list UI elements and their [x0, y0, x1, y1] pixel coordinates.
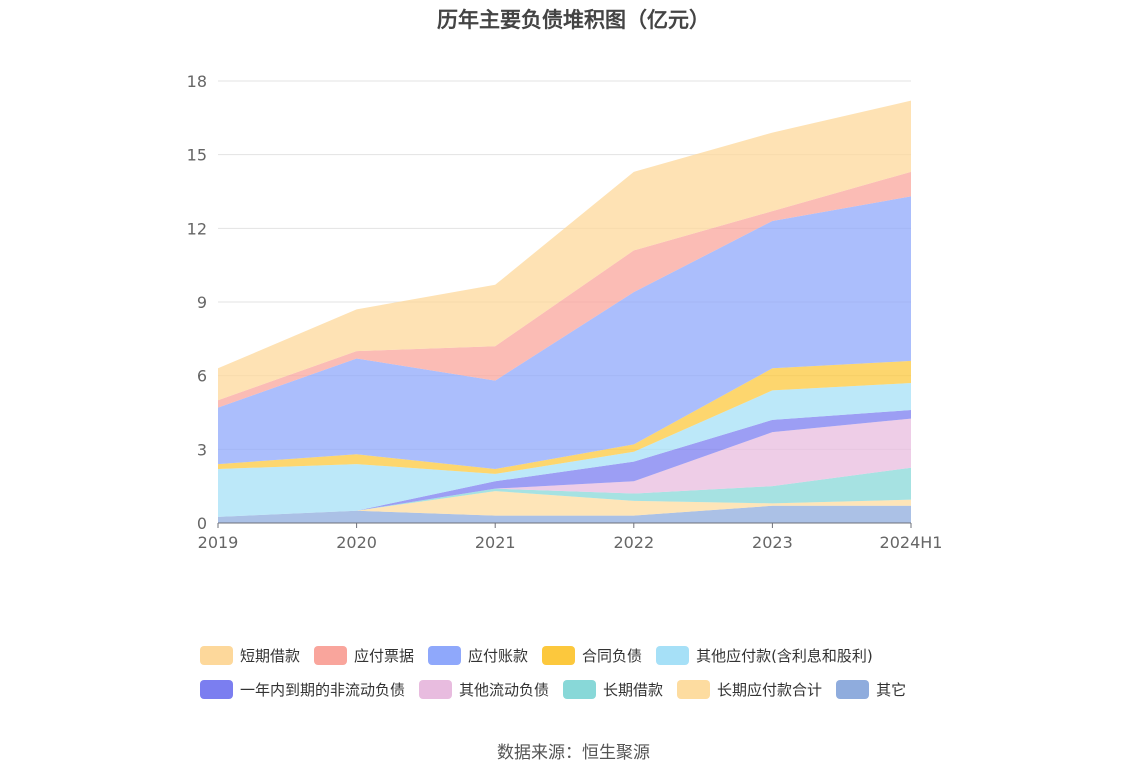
- legend-label: 其它: [876, 680, 907, 699]
- legend-item-other-payables[interactable]: 其他应付款(含利息和股利): [656, 645, 873, 666]
- legend-label: 短期借款: [240, 646, 301, 665]
- legend-label: 其他流动负债: [459, 680, 550, 699]
- area-series: [218, 196, 911, 469]
- area-series: [218, 360, 911, 474]
- legend-item-long-term-loans[interactable]: 长期借款: [563, 679, 663, 700]
- legend-item-contract-liabilities[interactable]: 合同负债: [542, 645, 642, 666]
- legend-item-long-term-payables[interactable]: 长期应付款合计: [677, 679, 822, 700]
- legend-label: 其他应付款(含利息和股利): [696, 646, 873, 665]
- area-series: [218, 418, 911, 517]
- legend-label: 合同负债: [582, 646, 643, 665]
- legend-item-notes-payable[interactable]: 应付票据: [314, 645, 414, 666]
- x-tick-label: 2021: [475, 533, 516, 552]
- y-tick-label: 18: [187, 72, 207, 91]
- legend-swatch: [656, 645, 690, 665]
- data-source-note: 数据来源：恒生聚源: [497, 743, 650, 763]
- legend-label: 一年内到期的非流动负债: [240, 680, 406, 699]
- area-series: [218, 505, 911, 523]
- x-tick-label: 2024H1: [880, 533, 943, 552]
- area-series: [218, 467, 911, 517]
- stacked-area-chart: 0 3 6 9 12 15 18 2019 2020 2021 2022 2023 2024H1: [187, 72, 943, 552]
- legend-item-others[interactable]: 其它: [836, 679, 906, 700]
- area-series: [218, 491, 911, 517]
- legend-label: 应付票据: [354, 646, 415, 665]
- area-series: [218, 383, 911, 517]
- legend-row-2: 一年内到期的非流动负债 其他流动负债 长期借款 长期应付款合计 其它: [200, 672, 980, 706]
- legend-item-short-term-loans[interactable]: 短期借款: [200, 645, 300, 666]
- y-tick-label: 12: [187, 219, 207, 238]
- x-tick-label: 2022: [613, 533, 654, 552]
- legend-swatch: [428, 645, 462, 665]
- legend-swatch: [314, 645, 348, 665]
- legend-swatch: [542, 645, 576, 665]
- x-tick-label: 2020: [336, 533, 377, 552]
- x-tick-label: 2023: [752, 533, 793, 552]
- legend-label: 长期借款: [603, 680, 664, 699]
- legend-swatch: [677, 679, 711, 699]
- legend-item-other-current-liabilities[interactable]: 其他流动负债: [419, 679, 549, 700]
- legend-row-1: 短期借款 应付票据 应付账款 合同负债 其他应付款(含利息和股利): [200, 638, 980, 672]
- y-tick-label: 3: [197, 440, 207, 459]
- legend-item-accounts-payable[interactable]: 应付账款: [428, 645, 528, 666]
- legend-item-current-portion-noncurrent[interactable]: 一年内到期的非流动负债: [200, 679, 405, 700]
- legend-swatch: [200, 679, 233, 699]
- legend-swatch: [419, 679, 453, 699]
- legend-swatch: [563, 679, 597, 699]
- area-series: [218, 410, 911, 517]
- legend-swatch: [200, 645, 233, 665]
- area-series: [218, 100, 911, 401]
- chart-legend: 短期借款 应付票据 应付账款 合同负债 其他应付款(含利息和股利) 一年内到期的…: [200, 638, 980, 706]
- y-tick-label: 9: [197, 293, 207, 312]
- y-tick-label: 0: [197, 514, 207, 533]
- legend-label: 应付账款: [468, 646, 529, 665]
- legend-swatch: [836, 679, 870, 699]
- y-tick-label: 15: [187, 146, 207, 165]
- y-tick-label: 6: [197, 367, 207, 386]
- chart-title: 历年主要负债堆积图（亿元）: [437, 8, 710, 32]
- legend-label: 长期应付款合计: [717, 680, 823, 699]
- x-tick-label: 2019: [198, 533, 239, 552]
- area-series: [218, 171, 911, 408]
